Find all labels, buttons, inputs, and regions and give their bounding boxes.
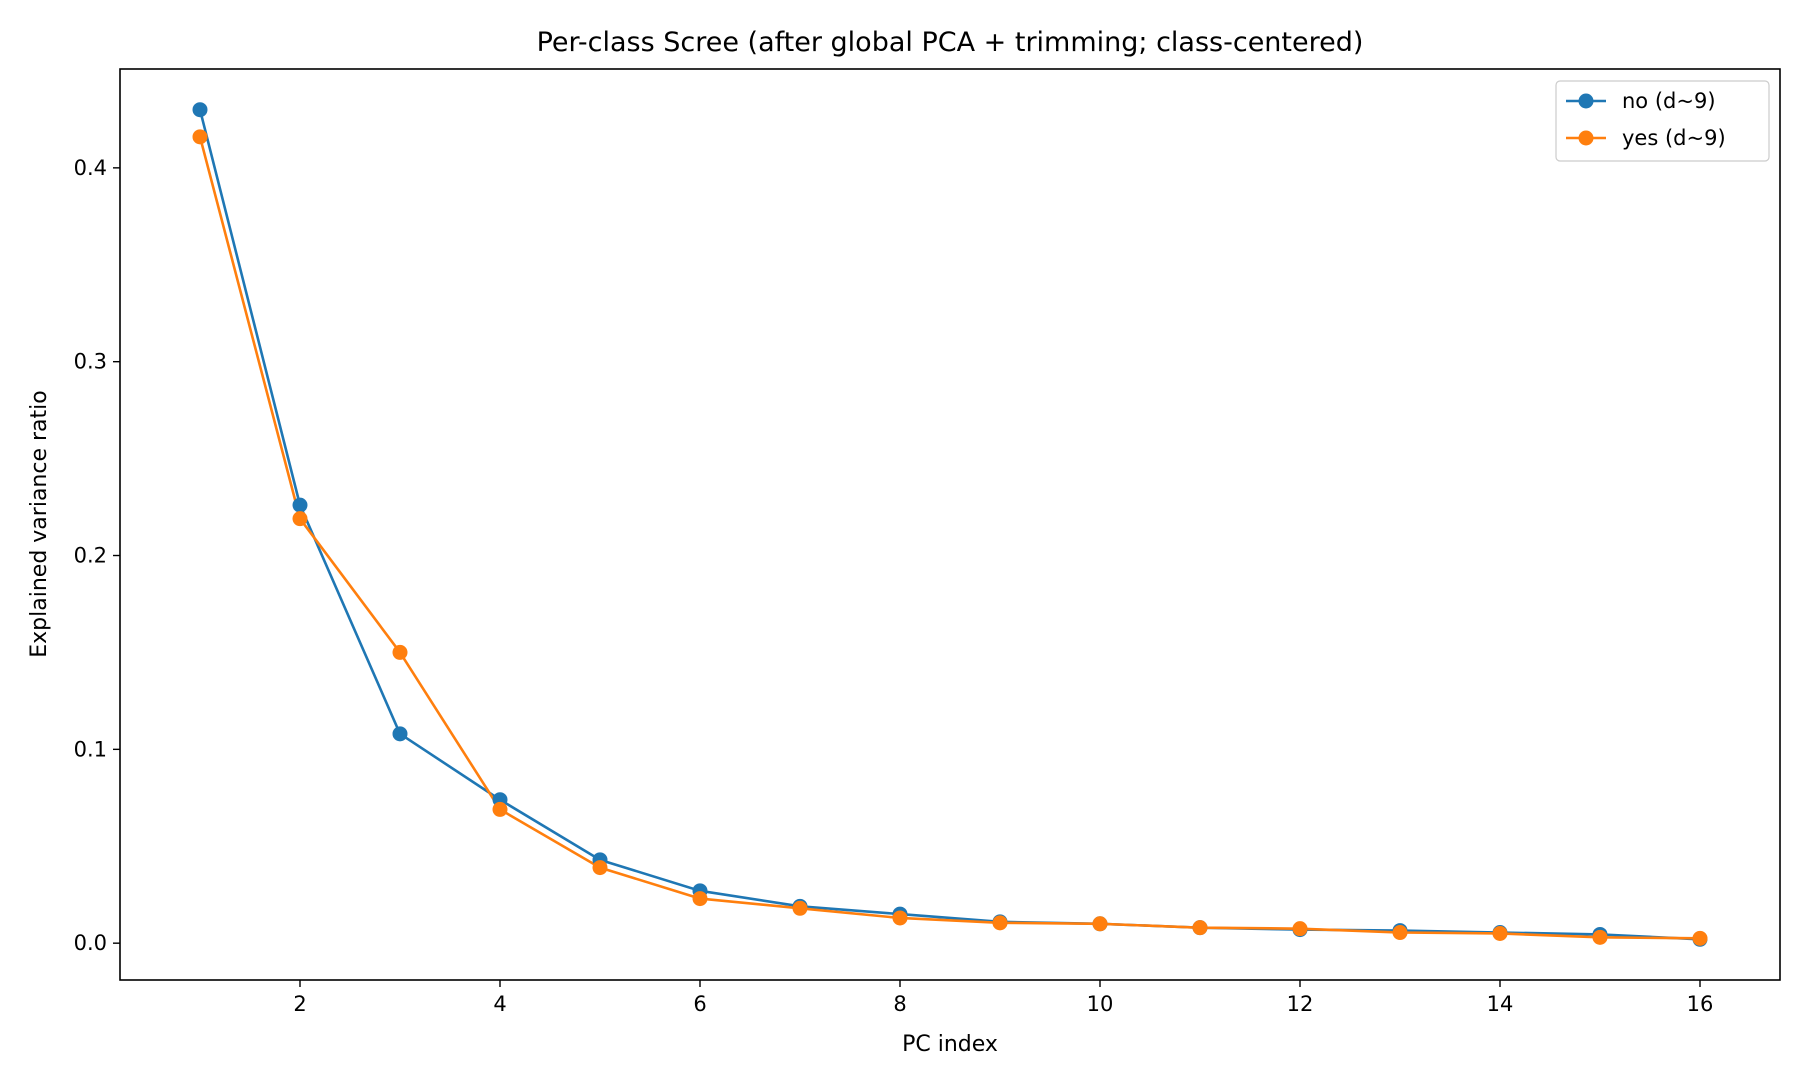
x-tick-label: 4	[493, 992, 506, 1016]
x-tick-label: 8	[893, 992, 906, 1016]
legend: no (d~9) yes (d~9)	[1555, 80, 1770, 162]
legend-marker	[1578, 93, 1594, 109]
y-tick-label: 0.2	[74, 544, 107, 568]
data-point-yes	[692, 891, 708, 907]
data-point-yes	[1592, 929, 1608, 945]
x-tick-label: 2	[293, 992, 306, 1016]
chart-title: Per-class Scree (after global PCA + trim…	[537, 27, 1364, 58]
data-point-no	[192, 102, 208, 118]
legend-marker	[1578, 130, 1594, 146]
y-tick-label: 0.0	[74, 931, 107, 955]
data-point-yes	[592, 860, 608, 876]
y-tick-label: 0.4	[74, 156, 107, 180]
plot-frame	[119, 68, 1781, 981]
data-point-yes	[1292, 921, 1308, 937]
x-tick-label: 12	[1287, 992, 1314, 1016]
y-tick-label: 0.3	[74, 350, 107, 374]
data-point-yes	[292, 511, 308, 527]
series-line-no	[198, 109, 1701, 941]
y-tick-label: 0.1	[74, 737, 107, 761]
plot-area: 2 4 6 8 10 12 14 16 0.0 0.1 0.2 0.3 0.4	[74, 102, 1714, 1016]
data-point-yes	[492, 801, 508, 817]
data-point-yes	[1392, 925, 1408, 941]
data-point-yes	[392, 644, 408, 660]
x-axis-label: PC index	[902, 1032, 998, 1057]
x-tick-label: 16	[1687, 992, 1714, 1016]
data-point-yes	[992, 915, 1008, 931]
y-axis-label: Explained variance ratio	[27, 390, 52, 657]
data-point-yes	[892, 910, 908, 926]
data-point-yes	[1492, 925, 1508, 941]
legend-box	[1555, 80, 1770, 162]
data-point-no	[392, 726, 408, 742]
x-tick-label: 6	[693, 992, 706, 1016]
data-point-yes	[792, 900, 808, 916]
x-tick-label: 10	[1087, 992, 1114, 1016]
legend-label: yes (d~9)	[1622, 126, 1726, 150]
data-point-no	[292, 497, 308, 513]
data-point-yes	[192, 129, 208, 145]
x-tick-label: 14	[1487, 992, 1514, 1016]
data-point-yes	[1092, 916, 1108, 932]
data-point-yes	[1692, 930, 1708, 946]
legend-label: no (d~9)	[1622, 89, 1716, 113]
data-point-yes	[1192, 920, 1208, 936]
series-line-yes	[198, 136, 1701, 940]
